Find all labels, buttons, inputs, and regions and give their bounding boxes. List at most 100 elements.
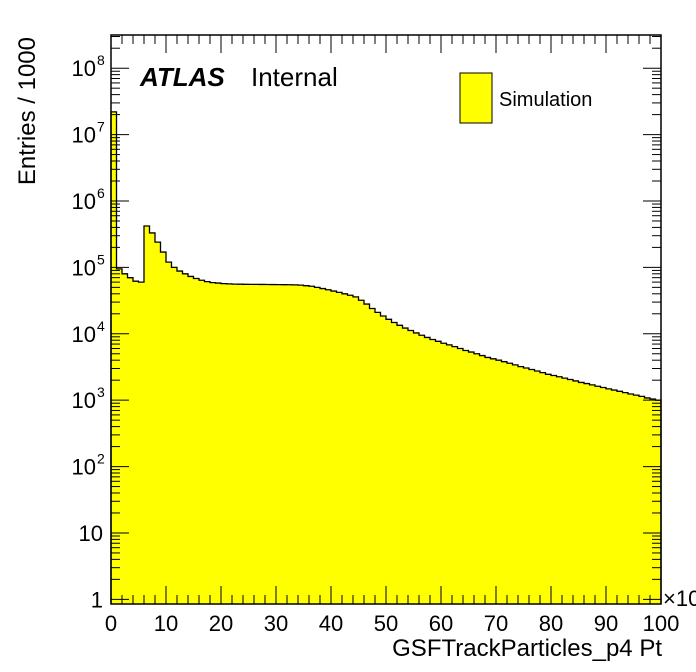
histogram-bar (287, 284, 293, 604)
x-tick-label: 20 (209, 611, 233, 636)
histogram-bar (606, 388, 612, 604)
histogram-bar (419, 335, 425, 604)
histogram-bar (303, 285, 310, 604)
x-tick-labels: 0 10 20 30 40 50 60 70 80 90 100 (105, 611, 679, 636)
y-tick-exponent: 8 (97, 52, 105, 68)
histogram-bar (512, 364, 519, 604)
histogram-bar (116, 268, 123, 604)
histogram-bar (435, 341, 442, 604)
histogram-bar (309, 286, 315, 604)
y-tick-exponent: 4 (97, 318, 105, 334)
histogram-bar (144, 226, 150, 605)
histogram-bar (628, 393, 634, 604)
histogram-bar (380, 316, 387, 604)
y-tick-exponent: 5 (97, 251, 105, 267)
y-tick-exponent: 7 (97, 119, 105, 135)
histogram-bar (639, 396, 645, 604)
y-tick-label: 10 (72, 455, 96, 480)
histogram-bar (210, 282, 216, 604)
atlas-status-label: Internal (251, 62, 338, 92)
histogram-bar (485, 357, 491, 604)
histogram-bar (600, 387, 607, 604)
x-tick-label: 50 (374, 611, 398, 636)
histogram-bar (215, 283, 222, 604)
histogram-bar (518, 366, 524, 604)
histogram-bar (573, 380, 579, 604)
x-tick-label: 80 (539, 611, 563, 636)
histogram-bar (182, 273, 189, 604)
histogram-bar (237, 284, 244, 604)
histogram-bar (166, 262, 172, 604)
histogram-bar (446, 344, 453, 604)
histogram-bar (171, 267, 178, 604)
histogram-bar (540, 372, 546, 604)
histogram-bar (336, 292, 343, 604)
x-tick-label: 30 (264, 611, 288, 636)
histogram-bar (507, 363, 513, 604)
y-tick-label: 10 (72, 388, 96, 413)
histogram-bar (562, 378, 568, 604)
histogram-bars (111, 111, 662, 605)
atlas-label: ATLAS (139, 62, 225, 92)
histogram-bar (353, 296, 359, 604)
y-tick-label: 10 (72, 322, 96, 347)
y-tick-exponent: 2 (97, 451, 105, 467)
histogram-outline (110, 111, 662, 604)
histogram-bar (325, 289, 332, 604)
histogram-bar (501, 361, 508, 604)
histogram-bar (369, 308, 376, 604)
histogram-bar (545, 374, 552, 604)
x-tick-label: 90 (594, 611, 618, 636)
histogram-bar (496, 360, 502, 604)
x-multiplier-label: ×10 (663, 586, 696, 611)
histogram-bar (397, 325, 403, 604)
histogram-bar (578, 382, 585, 604)
histogram-bar (320, 288, 326, 604)
histogram-bar (391, 322, 398, 604)
histogram-bar (408, 330, 414, 604)
histogram-bar (490, 358, 497, 604)
histogram-bar (622, 392, 629, 604)
x-tick-label: 40 (319, 611, 343, 636)
y-tick-exponent: 3 (97, 384, 105, 400)
y-tick-label: 10 (72, 189, 96, 214)
histogram-bar (452, 346, 458, 604)
histogram-bar (468, 352, 475, 604)
histogram-bar (457, 348, 464, 604)
histogram-bar (155, 242, 161, 604)
histogram-bar (655, 400, 662, 604)
x-axis-title: GSFTrackParticles_p4 Pt (392, 635, 662, 662)
histogram-bar (111, 111, 117, 604)
histogram-bar (424, 337, 431, 604)
histogram-bar (523, 368, 530, 604)
histogram-bar (479, 355, 486, 604)
y-tick-exponent: 6 (97, 185, 105, 201)
histogram-bar (347, 295, 354, 604)
y-tick-label: 10 (72, 123, 96, 148)
histogram-bar (595, 386, 601, 604)
histogram-bar (611, 390, 618, 604)
histogram-bar (342, 293, 348, 604)
histogram-bar (567, 379, 574, 604)
histogram-bar (331, 291, 337, 604)
histogram-bar (226, 283, 233, 604)
histogram-bar (149, 232, 156, 604)
histogram-bar (204, 281, 211, 604)
histogram-bar (221, 283, 227, 604)
histogram-bar (474, 353, 480, 604)
histogram-bar (298, 285, 304, 604)
histogram-bar (138, 282, 145, 604)
histogram-bar (529, 369, 535, 604)
histogram-bar (232, 284, 238, 604)
histogram-bar (122, 273, 128, 604)
histogram-bar (243, 284, 249, 604)
y-tick-label: 10 (79, 521, 103, 546)
histogram-bar (413, 332, 420, 604)
histogram-bar (551, 375, 557, 604)
histogram-bar (248, 284, 255, 604)
histogram-bar (259, 284, 266, 604)
histogram-bar (358, 300, 365, 604)
y-axis-title: Entries / 1000 (14, 37, 41, 185)
histogram-bar (375, 312, 381, 604)
